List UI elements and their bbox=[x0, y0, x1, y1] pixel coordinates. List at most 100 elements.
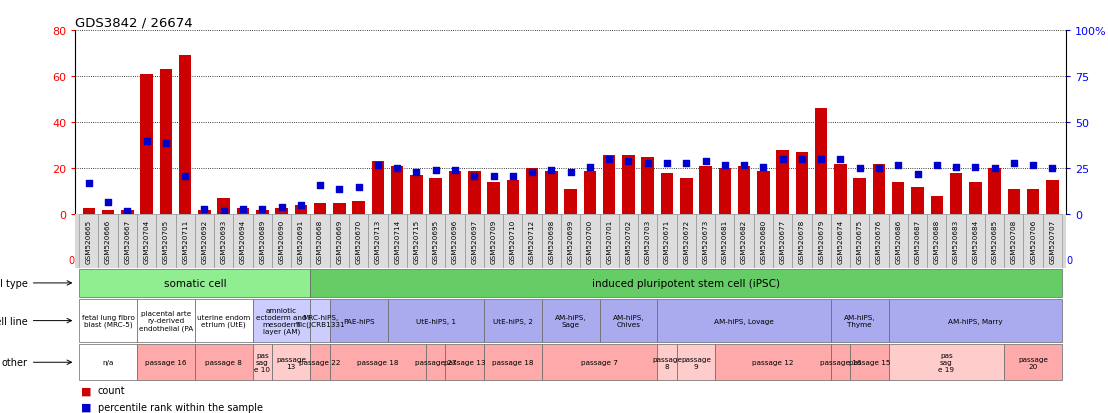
Bar bbox=[388, 215, 407, 268]
Bar bbox=[657, 299, 831, 343]
Text: GSM520704: GSM520704 bbox=[144, 219, 150, 263]
Bar bbox=[464, 215, 484, 268]
Bar bbox=[831, 299, 889, 343]
Bar bbox=[773, 215, 792, 268]
Bar bbox=[889, 215, 907, 268]
Text: GSM520685: GSM520685 bbox=[992, 219, 997, 263]
Text: GSM520667: GSM520667 bbox=[124, 219, 131, 263]
Bar bbox=[330, 299, 388, 343]
Text: AM-hiPS,
Thyme: AM-hiPS, Thyme bbox=[844, 314, 875, 328]
Text: GSM520668: GSM520668 bbox=[317, 219, 324, 263]
Text: passage 27: passage 27 bbox=[416, 359, 456, 366]
Point bbox=[369, 162, 387, 169]
Bar bbox=[430, 178, 442, 215]
Point bbox=[291, 202, 309, 209]
Point bbox=[986, 166, 1004, 172]
Bar bbox=[696, 215, 715, 268]
Bar bbox=[873, 164, 885, 215]
Point bbox=[1005, 160, 1023, 167]
Text: passage
8: passage 8 bbox=[652, 356, 683, 369]
Point bbox=[927, 162, 945, 169]
Text: GSM520707: GSM520707 bbox=[1049, 219, 1056, 263]
Bar bbox=[715, 215, 735, 268]
Text: passage 16: passage 16 bbox=[145, 359, 186, 366]
Bar bbox=[618, 215, 638, 268]
Point bbox=[215, 208, 233, 215]
Text: passage 8: passage 8 bbox=[205, 359, 243, 366]
Bar bbox=[178, 56, 192, 215]
Point bbox=[100, 199, 117, 205]
Bar bbox=[814, 109, 828, 215]
Point bbox=[736, 162, 753, 169]
Text: GSM520679: GSM520679 bbox=[818, 219, 824, 263]
Bar bbox=[853, 178, 866, 215]
Bar bbox=[217, 199, 230, 215]
Bar bbox=[584, 171, 596, 215]
Text: GSM520699: GSM520699 bbox=[567, 219, 574, 263]
Bar bbox=[352, 201, 365, 215]
Bar bbox=[445, 215, 464, 268]
Bar bbox=[391, 167, 403, 215]
Text: GSM520695: GSM520695 bbox=[433, 219, 439, 263]
Text: passage 16: passage 16 bbox=[820, 359, 861, 366]
Bar bbox=[1027, 190, 1039, 215]
Text: AM-hiPS,
Sage: AM-hiPS, Sage bbox=[555, 314, 586, 328]
Text: pas
sag
e 19: pas sag e 19 bbox=[938, 352, 954, 373]
Bar bbox=[503, 215, 523, 268]
Bar bbox=[330, 344, 427, 380]
Text: GSM520665: GSM520665 bbox=[85, 219, 92, 263]
Text: GSM520673: GSM520673 bbox=[702, 219, 708, 263]
Point bbox=[176, 173, 194, 180]
Bar bbox=[445, 344, 484, 380]
Text: GSM520687: GSM520687 bbox=[914, 219, 921, 263]
Bar bbox=[310, 299, 330, 343]
Bar bbox=[334, 204, 346, 215]
Point bbox=[581, 164, 598, 171]
Bar bbox=[488, 183, 500, 215]
Text: GDS3842 / 26674: GDS3842 / 26674 bbox=[75, 17, 193, 30]
Bar bbox=[371, 162, 384, 215]
Bar bbox=[137, 299, 195, 343]
Bar bbox=[950, 173, 963, 215]
Bar bbox=[99, 215, 117, 268]
Bar bbox=[388, 299, 484, 343]
Text: passage 15: passage 15 bbox=[849, 359, 890, 366]
Bar bbox=[523, 215, 542, 268]
Bar bbox=[1024, 215, 1043, 268]
Bar bbox=[599, 215, 618, 268]
Point bbox=[851, 166, 869, 172]
Text: GSM520672: GSM520672 bbox=[684, 219, 689, 263]
Point bbox=[119, 208, 136, 215]
Bar bbox=[484, 299, 542, 343]
Point bbox=[447, 168, 464, 174]
Point bbox=[427, 168, 444, 174]
Point bbox=[658, 160, 676, 167]
Bar bbox=[657, 344, 677, 380]
Bar bbox=[271, 344, 310, 380]
Bar bbox=[834, 164, 847, 215]
Text: UtE-hiPS, 1: UtE-hiPS, 1 bbox=[416, 318, 455, 324]
Text: GSM520714: GSM520714 bbox=[394, 219, 400, 263]
Bar bbox=[291, 215, 310, 268]
Point bbox=[157, 140, 175, 147]
Text: GSM520694: GSM520694 bbox=[240, 219, 246, 263]
Bar bbox=[811, 215, 831, 268]
Text: GSM520702: GSM520702 bbox=[625, 219, 632, 263]
Bar bbox=[198, 210, 211, 215]
Point bbox=[408, 169, 425, 176]
Text: GSM520705: GSM520705 bbox=[163, 219, 168, 263]
Bar bbox=[195, 344, 253, 380]
Text: passage 18: passage 18 bbox=[357, 359, 399, 366]
Bar bbox=[892, 183, 904, 215]
Point bbox=[1044, 166, 1061, 172]
Bar bbox=[907, 215, 927, 268]
Text: GSM520701: GSM520701 bbox=[606, 219, 612, 263]
Bar bbox=[1007, 190, 1020, 215]
Point bbox=[543, 168, 561, 174]
Point bbox=[80, 180, 98, 187]
Text: GSM520666: GSM520666 bbox=[105, 219, 111, 263]
Text: GSM520713: GSM520713 bbox=[375, 219, 381, 263]
Bar bbox=[561, 215, 581, 268]
Bar bbox=[449, 171, 461, 215]
Text: GSM520709: GSM520709 bbox=[491, 219, 496, 263]
